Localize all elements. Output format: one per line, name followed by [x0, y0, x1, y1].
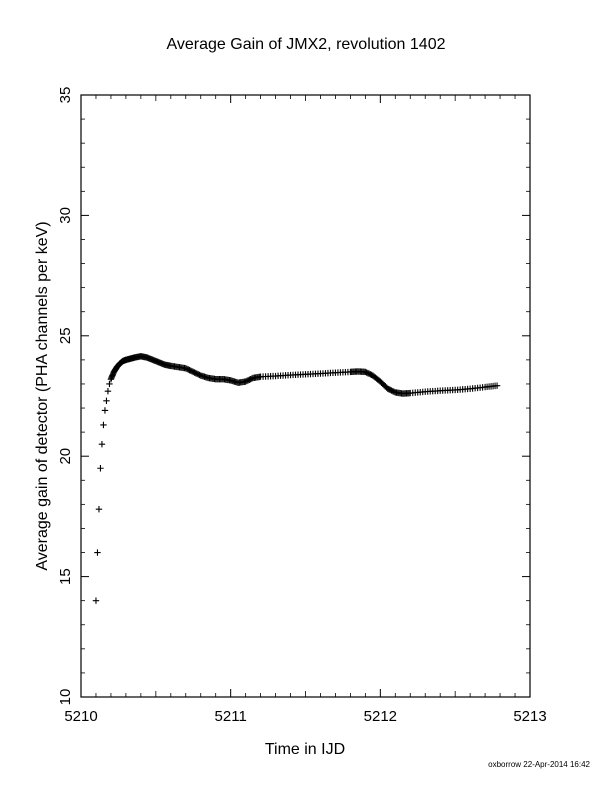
data-point	[104, 387, 112, 395]
footer-credit: oxborrow 22-Apr-2014 16:42	[488, 760, 590, 769]
data-point	[106, 380, 113, 388]
x-tick-label: 5212	[364, 708, 397, 725]
data-point	[92, 597, 100, 604]
chart-title: Average Gain of JMX2, revolution 1402	[166, 36, 446, 53]
y-axis: 10 15 20 25 30 35	[57, 87, 530, 706]
x-tick-label: 5211	[215, 708, 247, 725]
data-point	[97, 465, 104, 472]
y-tick-label: 15	[57, 568, 74, 585]
data-point	[103, 397, 110, 405]
x-tick-label: 5210	[64, 708, 97, 725]
y-tick-label: 10	[57, 689, 74, 706]
data-point	[98, 440, 106, 448]
x-axis: 5210 5211 5212 5213	[64, 95, 547, 725]
data-point	[95, 505, 103, 513]
plot-frame	[80, 94, 531, 698]
data-point	[101, 407, 109, 414]
data-series	[92, 353, 501, 604]
y-tick-label: 30	[57, 207, 74, 224]
y-axis-label: Average gain of detector (PHA channels p…	[34, 221, 51, 570]
y-tick-label: 20	[57, 448, 74, 465]
x-axis-label: Time in IJD	[265, 741, 345, 758]
data-point	[493, 382, 501, 389]
data-point	[100, 421, 107, 429]
data-point	[94, 549, 101, 556]
y-tick-label: 35	[57, 87, 74, 104]
x-tick-label: 5213	[513, 708, 546, 725]
y-tick-label: 25	[57, 327, 74, 344]
